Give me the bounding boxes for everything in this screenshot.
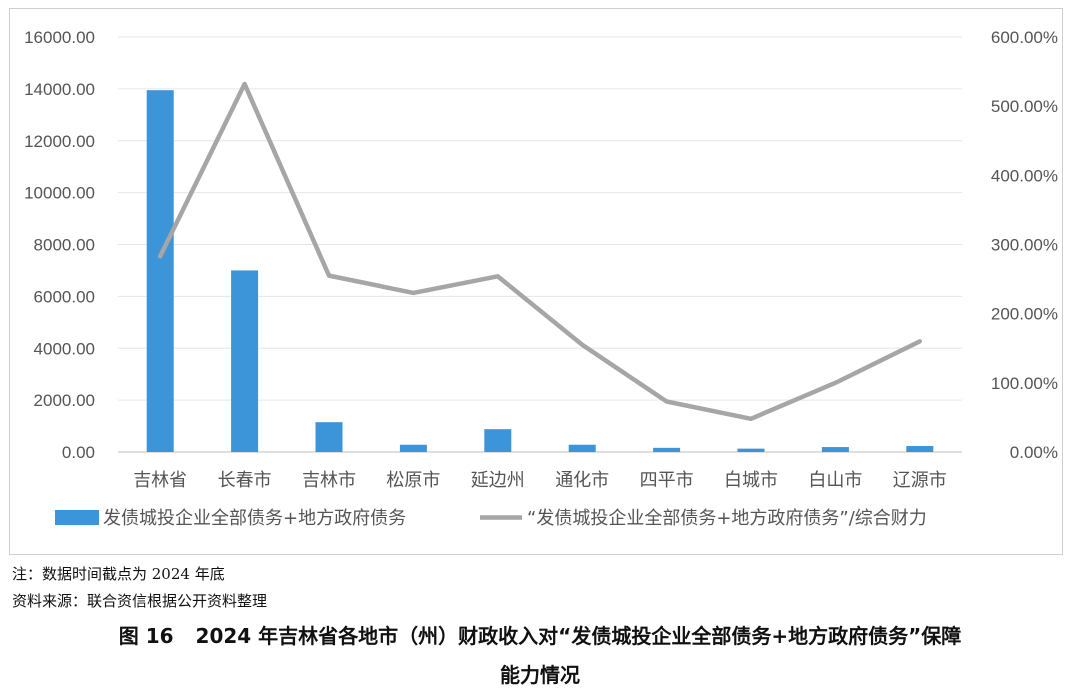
y-left-tick-label: 14000.00	[24, 80, 95, 99]
bar	[231, 270, 259, 452]
bar-layer	[146, 90, 934, 452]
y-left-tick-label: 12000.00	[24, 132, 95, 151]
y-right-tick-label: 400.00%	[991, 166, 1058, 185]
chart-frame	[9, 8, 1063, 555]
y-left-tick-label: 8000.00	[34, 236, 95, 255]
bar	[737, 448, 765, 452]
x-tick-label: 辽源市	[893, 470, 947, 491]
y-right-tick-label: 0.00%	[1010, 443, 1058, 462]
y-left-tick-label: 2000.00	[34, 391, 95, 410]
y-right-tick-label: 300.00%	[991, 236, 1058, 255]
series-line	[157, 81, 923, 422]
y-right-tick-label: 200.00%	[991, 305, 1058, 324]
chart-note: 注：数据时间截点为 2024 年底	[12, 565, 225, 583]
axis-layer: 0.00 2000.00 4000.00 6000.00 8000.00 10000.00…	[24, 28, 1058, 491]
y-left-tick-label: 16000.00	[24, 28, 95, 47]
chart-source: 资料来源：联合资信根据公开资料整理	[12, 592, 268, 610]
legend-layer: 发债城投企业全部债务+地方政府债务 “发债城投企业全部债务+地方政府债务”/综合财…	[55, 508, 927, 529]
figure-caption-line1: 2024 年吉林省各地市（州）财政收入对“发债城投企业全部债务+地方政府债务”保…	[195, 624, 962, 648]
x-tick-label: 延边州	[471, 470, 525, 491]
bar	[315, 422, 343, 452]
figure-caption: 图 16 2024 年吉林省各地市（州）财政收入对“发债城投企业全部债务+地方政府…	[0, 620, 1080, 649]
x-tick-label: 白山市	[808, 470, 862, 491]
y-right-tick-label: 100.00%	[991, 374, 1058, 393]
grid-layer	[118, 36, 962, 453]
x-tick-label: 通化市	[555, 470, 609, 491]
line-layer	[157, 81, 923, 422]
y-left-tick-label: 0.00	[62, 443, 95, 462]
figure-number: 图 16	[118, 624, 174, 648]
x-tick-label: 四平市	[640, 470, 694, 491]
x-tick-label: 长春市	[218, 470, 272, 491]
x-tick-label: 吉林省	[133, 470, 187, 491]
y-right-tick-label: 500.00%	[991, 97, 1058, 116]
figure-caption-line2: 能力情况	[500, 663, 580, 687]
x-tick-label: 吉林市	[302, 470, 356, 491]
bar	[146, 90, 174, 452]
y-left-tick-label: 6000.00	[34, 287, 95, 306]
bar	[906, 446, 934, 452]
x-tick-label: 松原市	[386, 470, 440, 491]
legend-label-bar: 发债城投企业全部债务+地方政府债务	[103, 508, 406, 529]
bar	[484, 429, 512, 452]
y-right-tick-label: 600.00%	[991, 28, 1058, 47]
y-left-tick-label: 10000.00	[24, 184, 95, 203]
bar	[568, 444, 596, 452]
y-left-tick-label: 4000.00	[34, 339, 95, 358]
legend-swatch-bar	[55, 510, 99, 525]
legend-label-line: “发债城投企业全部债务+地方政府债务”/综合财力	[527, 508, 927, 529]
bar	[653, 447, 681, 452]
bar	[399, 444, 427, 452]
x-tick-label: 白城市	[724, 470, 778, 491]
chart-svg: 0.00 2000.00 4000.00 6000.00 8000.00 10000.00…	[24, 28, 1058, 529]
bar	[821, 447, 849, 452]
